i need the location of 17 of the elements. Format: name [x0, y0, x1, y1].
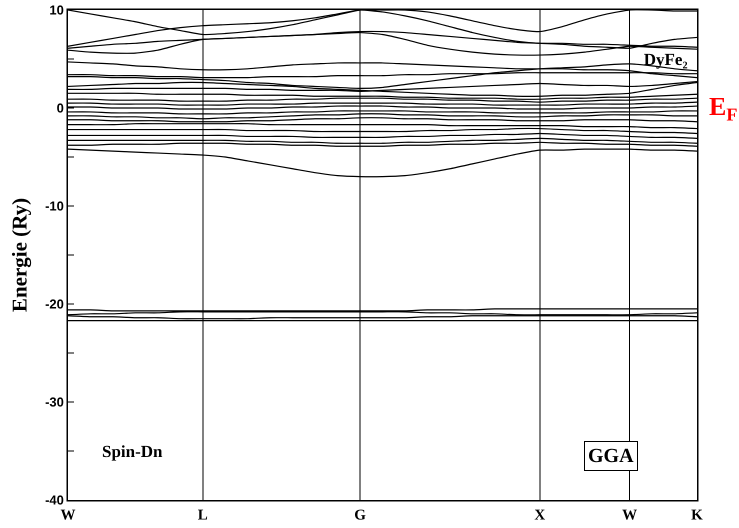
y-tick-label: -10: [45, 198, 64, 214]
text: E$_{F}$: [709, 92, 738, 124]
y-tick-label: -40: [45, 492, 64, 508]
y-tick-label: 0: [56, 100, 64, 116]
x-tick-label: W: [60, 508, 76, 524]
y-tick-label: -30: [45, 394, 64, 410]
y-tick-label: 10: [49, 2, 64, 18]
x-tick-label: G: [354, 508, 366, 524]
y-tick-label: -20: [45, 296, 64, 312]
annotation: Spin-Dn: [102, 442, 164, 461]
y-axis-title: Energie (Ry): [8, 198, 32, 312]
x-tick-label: K: [691, 508, 704, 524]
x-tick-label: L: [198, 508, 208, 524]
text: DyFe₂: [644, 50, 688, 69]
annotation: GGA: [588, 445, 634, 467]
x-tick-label: W: [622, 508, 638, 524]
x-tick-label: X: [534, 508, 546, 524]
